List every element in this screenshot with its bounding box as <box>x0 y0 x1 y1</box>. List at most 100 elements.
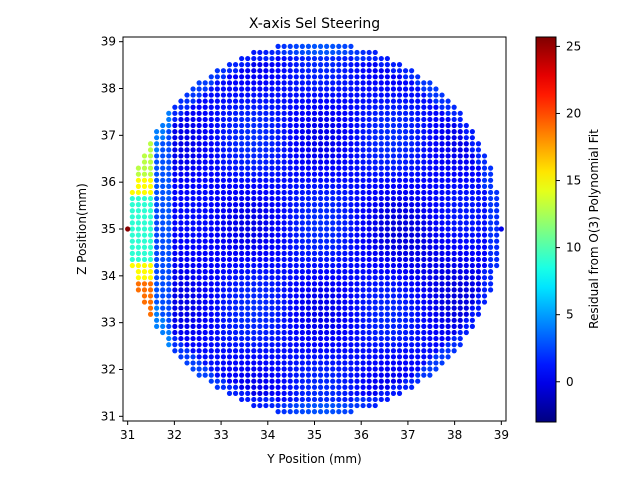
data-point <box>220 348 227 354</box>
data-point <box>372 329 378 336</box>
data-point <box>154 202 160 208</box>
data-point <box>372 250 378 256</box>
data-point <box>324 378 330 384</box>
data-point <box>372 287 378 293</box>
data-point <box>220 372 227 378</box>
data-point <box>348 232 354 238</box>
data-point <box>269 49 275 56</box>
colorbar <box>535 36 557 423</box>
data-point <box>281 49 287 56</box>
data-point <box>239 238 245 244</box>
data-point <box>445 354 451 360</box>
data-point <box>409 220 415 226</box>
data-point <box>299 360 305 366</box>
data-point <box>421 269 427 275</box>
data-point <box>160 220 166 226</box>
data-point <box>299 214 305 220</box>
data-point <box>360 323 366 329</box>
data-point <box>287 153 293 159</box>
data-point <box>409 189 415 196</box>
data-point <box>360 384 366 390</box>
data-point <box>342 378 348 384</box>
y-tick-label: 32 <box>101 362 116 376</box>
data-point <box>202 104 208 110</box>
data-point <box>348 275 354 281</box>
data-point <box>178 262 184 269</box>
data-point <box>239 335 245 342</box>
data-point <box>311 262 318 269</box>
data-point <box>239 275 245 281</box>
data-point <box>184 104 190 110</box>
data-point <box>439 287 445 293</box>
data-point <box>348 402 354 409</box>
data-point <box>390 293 397 299</box>
data-point <box>196 323 202 329</box>
data-point <box>427 80 433 86</box>
data-point <box>239 232 245 238</box>
data-point <box>226 147 233 153</box>
data-point <box>275 238 281 244</box>
data-point <box>421 311 427 317</box>
data-point <box>481 232 488 238</box>
data-point <box>475 171 482 177</box>
data-point <box>342 269 348 275</box>
data-point <box>336 49 342 56</box>
data-point <box>415 360 421 366</box>
data-point <box>348 250 354 256</box>
data-point <box>409 366 415 372</box>
data-point <box>457 323 463 329</box>
data-point <box>202 214 208 220</box>
data-point <box>202 256 208 263</box>
data-point <box>469 226 475 232</box>
data-point <box>305 384 312 390</box>
data-point <box>251 110 257 116</box>
data-point <box>445 244 451 250</box>
data-point <box>445 226 451 232</box>
data-point <box>421 122 427 129</box>
data-point <box>129 195 135 202</box>
data-point <box>141 165 148 171</box>
data-point <box>372 110 378 116</box>
data-point <box>257 293 263 299</box>
data-point <box>141 238 148 244</box>
data-point <box>396 141 403 147</box>
data-point <box>481 250 488 256</box>
data-point <box>214 238 220 244</box>
data-point <box>421 360 427 366</box>
data-point <box>208 329 214 336</box>
data-point <box>147 183 154 189</box>
data-point <box>232 250 239 256</box>
data-point <box>269 98 275 104</box>
data-point <box>293 244 299 250</box>
data-point <box>214 287 220 293</box>
data-point <box>251 86 257 92</box>
data-point <box>445 116 451 123</box>
data-point <box>251 250 257 256</box>
data-point <box>378 269 384 275</box>
data-point <box>311 129 318 135</box>
data-point <box>263 281 269 287</box>
data-point <box>354 378 360 384</box>
data-point <box>445 287 451 293</box>
data-point <box>214 208 220 214</box>
data-point <box>475 262 482 269</box>
data-point <box>384 98 390 104</box>
data-point <box>275 317 281 323</box>
data-point <box>360 183 366 189</box>
data-point <box>281 366 287 372</box>
data-point <box>190 360 196 366</box>
data-point <box>451 189 457 196</box>
data-point <box>330 275 336 281</box>
data-point <box>360 390 366 396</box>
data-point <box>396 354 403 360</box>
data-point <box>299 189 305 196</box>
data-point <box>402 293 409 299</box>
data-point <box>287 366 293 372</box>
data-point <box>202 177 208 183</box>
data-point <box>245 390 251 396</box>
data-point <box>336 390 342 396</box>
data-point <box>287 238 293 244</box>
data-point <box>336 141 342 147</box>
data-point <box>469 244 475 250</box>
data-point <box>451 256 457 263</box>
